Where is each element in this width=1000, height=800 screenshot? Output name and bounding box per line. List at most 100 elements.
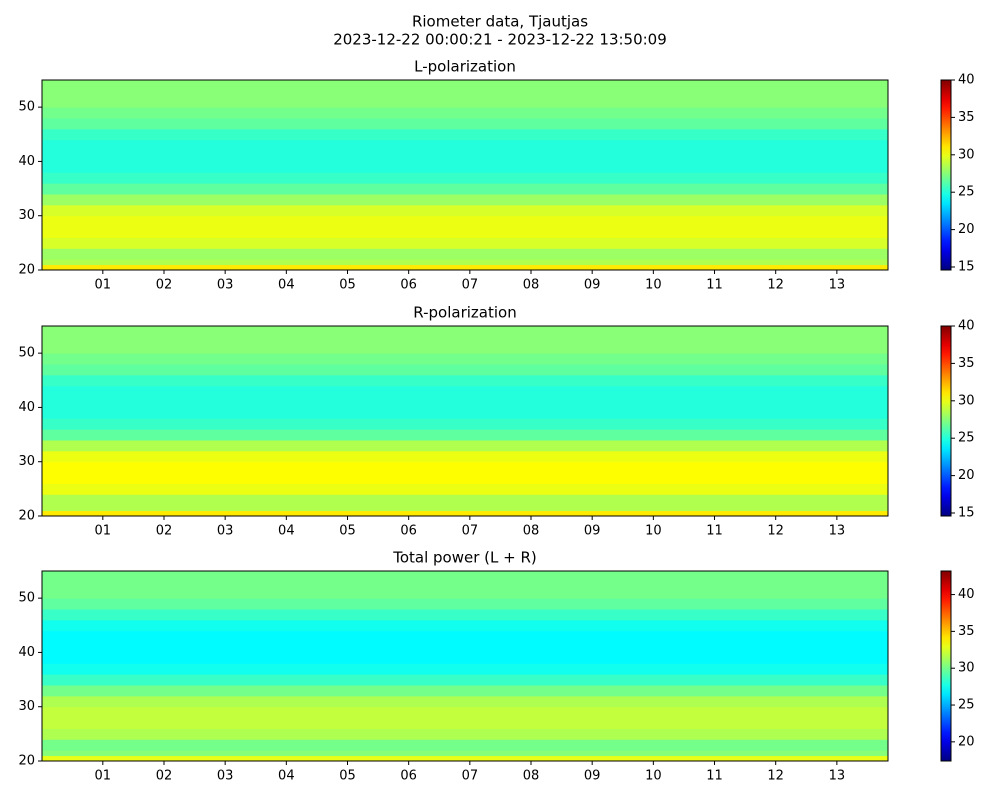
heatmap-cell [42,374,888,387]
figure-subtitle: 2023-12-22 00:00:21 - 2023-12-22 13:50:0… [333,31,667,49]
colorbar [940,79,952,271]
x-tick-label: 10 [645,278,662,293]
heatmap-cell [42,215,888,228]
heatmap-cell [42,750,888,757]
colorbar-tick-label: 35 [958,624,975,639]
x-tick-label: 09 [584,278,601,293]
y-tick-label: 40 [18,400,35,415]
heatmap-cell [42,652,888,664]
axes-title: L-polarization [414,58,516,76]
heatmap-cell [42,183,888,195]
heatmap-cell [42,641,888,653]
x-tick-label: 05 [339,278,356,293]
heatmap-cell [42,326,888,343]
heatmap-cell [42,128,888,141]
heatmap-cell [42,139,888,152]
heatmap-cell [42,342,888,354]
x-tick-label: 06 [400,524,417,539]
heatmap-cell [42,609,888,621]
colorbar [940,325,952,517]
x-tick-label: 10 [645,769,662,784]
heatmap-cell [42,204,888,217]
y-tick-label: 20 [18,509,35,524]
x-tick-label: 13 [829,524,846,539]
colorbar-tick-label: 35 [958,356,975,371]
x-tick-label: 07 [462,524,479,539]
heatmap-cell [42,728,888,740]
colorbar-tick-label: 40 [958,73,975,88]
colorbar-tick-label: 20 [958,222,975,237]
heatmap-cell [42,96,888,108]
x-tick-label: 03 [217,524,234,539]
heatmap-cell [42,150,888,162]
x-tick-label: 08 [523,278,540,293]
x-tick-label: 05 [339,769,356,784]
heatmap-cell [42,587,888,599]
figure-title: Riometer data, Tjautjas [412,13,588,31]
axes-title: Total power (L + R) [392,549,537,567]
heatmap-cell [42,418,888,430]
y-tick-label: 40 [18,154,35,169]
colorbar-tick-label: 25 [958,185,975,200]
heatmap-cell [42,717,888,729]
colorbar-tick-label: 15 [958,506,975,521]
x-tick-label: 04 [278,524,295,539]
heatmap-cell [42,505,888,512]
y-tick-label: 30 [18,208,35,223]
colorbar-tick-label: 40 [958,319,975,334]
y-tick-label: 50 [18,100,35,115]
colorbar-tick-label: 30 [958,147,975,162]
x-tick-label: 01 [95,524,112,539]
heatmap-cell [42,674,888,686]
heatmap-cell [42,739,888,751]
colorbar-tick-label: 20 [958,468,975,483]
heatmap-cell [42,630,888,643]
heatmap-cell [42,619,888,632]
heatmap-cell [42,264,888,271]
x-tick-label: 09 [584,769,601,784]
colorbar-tick-label: 25 [958,698,975,713]
x-tick-label: 06 [400,769,417,784]
x-tick-label: 01 [95,278,112,293]
heatmap-cell [42,472,888,484]
y-tick-label: 30 [18,454,35,469]
heatmap-cell [42,172,888,184]
heatmap-cell [42,598,888,610]
x-tick-label: 10 [645,524,662,539]
heatmap-cell [42,695,888,708]
x-tick-label: 12 [767,769,784,784]
heatmap-cell [42,161,888,173]
x-tick-label: 11 [706,769,723,784]
colorbar-tick-label: 35 [958,110,975,125]
x-tick-label: 13 [829,278,846,293]
x-tick-label: 09 [584,524,601,539]
colorbar-tick-label: 15 [958,260,975,275]
x-tick-label: 08 [523,769,540,784]
heatmap-cell [42,429,888,441]
heatmap-cell [42,396,888,408]
heatmap-cell [42,237,888,249]
heatmap-cell [42,440,888,452]
axes-frame [41,79,889,271]
x-tick-label: 05 [339,524,356,539]
x-tick-label: 03 [217,769,234,784]
colorbar-tick-label: 30 [958,661,975,676]
y-tick-label: 20 [18,263,35,278]
x-tick-label: 02 [156,278,173,293]
x-tick-label: 12 [767,524,784,539]
colorbar [940,570,952,762]
heatmap-cell [42,663,888,675]
heatmap-cell [42,259,888,266]
axes-title: R-polarization [413,304,516,322]
heatmap-cell [42,494,888,506]
x-tick-label: 06 [400,278,417,293]
y-tick-label: 50 [18,591,35,606]
heatmap-cell [42,107,888,119]
y-tick-label: 30 [18,699,35,714]
heatmap-cell [42,510,888,517]
y-tick-label: 50 [18,346,35,361]
x-tick-label: 04 [278,769,295,784]
x-tick-label: 02 [156,524,173,539]
